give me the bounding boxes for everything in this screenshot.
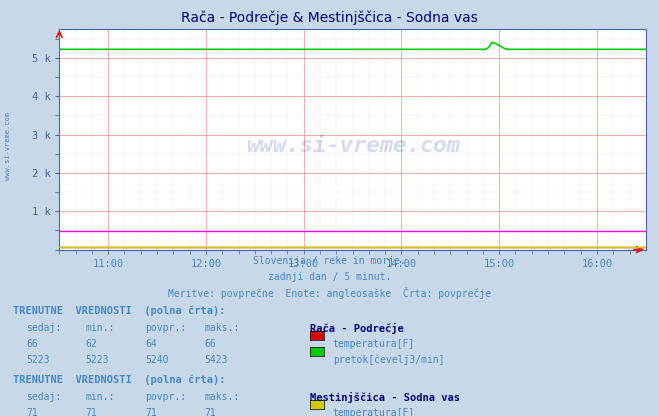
- Text: 71: 71: [86, 408, 98, 416]
- Text: Rača - Podrečje: Rača - Podrečje: [310, 323, 403, 334]
- Text: temperatura[F]: temperatura[F]: [333, 408, 415, 416]
- Text: povpr.:: povpr.:: [145, 392, 186, 402]
- Text: temperatura[F]: temperatura[F]: [333, 339, 415, 349]
- Text: Rača - Podrečje & Mestinjščica - Sodna vas: Rača - Podrečje & Mestinjščica - Sodna v…: [181, 10, 478, 25]
- Text: min.:: min.:: [86, 392, 115, 402]
- Text: 62: 62: [86, 339, 98, 349]
- Text: maks.:: maks.:: [204, 392, 239, 402]
- Text: sedaj:: sedaj:: [26, 323, 61, 333]
- Text: 5223: 5223: [26, 355, 50, 365]
- Text: zadnji dan / 5 minut.: zadnji dan / 5 minut.: [268, 272, 391, 282]
- Text: www.si-vreme.com: www.si-vreme.com: [5, 111, 11, 180]
- Text: TRENUTNE  VREDNOSTI  (polna črta):: TRENUTNE VREDNOSTI (polna črta):: [13, 306, 225, 316]
- Text: 66: 66: [204, 339, 216, 349]
- Text: Mestinjščica - Sodna vas: Mestinjščica - Sodna vas: [310, 392, 460, 404]
- Text: TRENUTNE  VREDNOSTI  (polna črta):: TRENUTNE VREDNOSTI (polna črta):: [13, 375, 225, 385]
- Text: 71: 71: [26, 408, 38, 416]
- Text: 5423: 5423: [204, 355, 228, 365]
- Text: Slovenija / reke in morje.: Slovenija / reke in morje.: [253, 256, 406, 266]
- Text: 71: 71: [204, 408, 216, 416]
- Text: Meritve: povprečne  Enote: angleosaške  Črta: povprečje: Meritve: povprečne Enote: angleosaške Čr…: [168, 287, 491, 300]
- Text: maks.:: maks.:: [204, 323, 239, 333]
- Text: povpr.:: povpr.:: [145, 323, 186, 333]
- Text: pretok[čevelj3/min]: pretok[čevelj3/min]: [333, 355, 444, 365]
- Text: 71: 71: [145, 408, 157, 416]
- Text: min.:: min.:: [86, 323, 115, 333]
- Text: www.si-vreme.com: www.si-vreme.com: [246, 136, 459, 156]
- Text: 64: 64: [145, 339, 157, 349]
- Text: 5240: 5240: [145, 355, 169, 365]
- Text: 66: 66: [26, 339, 38, 349]
- Text: sedaj:: sedaj:: [26, 392, 61, 402]
- Text: 5223: 5223: [86, 355, 109, 365]
